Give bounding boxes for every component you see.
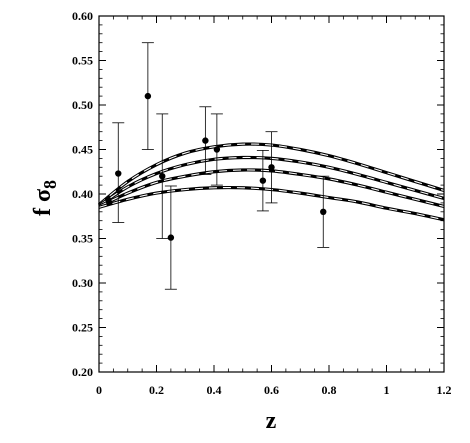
data-point	[268, 164, 275, 171]
x-tick-label: 1.2	[437, 383, 452, 397]
y-tick-label: 0.20	[72, 365, 93, 379]
x-tick-label: 1	[384, 383, 390, 397]
y-tick-labels: 0.20 0.25 0.30 0.35 0.40 0.45 0.50 0.55 0.60	[72, 9, 93, 379]
data-point	[213, 146, 221, 153]
x-tick-label: 0	[96, 383, 102, 397]
y-tick-label: 0.25	[72, 321, 93, 335]
y-tick-label: 0.45	[72, 143, 93, 157]
data-point	[144, 92, 152, 100]
x-axis-title: z	[266, 408, 277, 434]
data-point	[115, 170, 122, 177]
data-point	[202, 137, 209, 144]
points-layer	[112, 42, 330, 290]
y-tick-label: 0.50	[72, 98, 93, 112]
x-tick-labels: 0 0.2 0.4 0.6 0.8 1 1.2	[96, 383, 452, 397]
y-tick-label: 0.35	[72, 232, 93, 246]
plot-frame	[98, 15, 445, 373]
y-tick-label: 0.30	[72, 276, 93, 290]
x-tick-label: 0.6	[264, 383, 279, 397]
data-point	[259, 177, 267, 184]
y-tick-label: 0.55	[72, 54, 93, 68]
x-tick-label: 0.2	[149, 383, 164, 397]
y-tick-label: 0.60	[72, 9, 93, 23]
x-tick-label: 0.8	[322, 383, 337, 397]
series-line-3-dash	[98, 169, 445, 207]
data-point	[159, 173, 166, 180]
data-point	[320, 208, 327, 215]
data-point	[167, 234, 175, 241]
x-tick-label: 0.4	[207, 383, 222, 397]
y-axis-title: f σ8	[30, 180, 60, 216]
y-axis-title-main: f σ	[30, 189, 56, 216]
y-tick-label: 0.40	[72, 187, 93, 201]
y-axis-title-subscript: 8	[40, 180, 60, 189]
